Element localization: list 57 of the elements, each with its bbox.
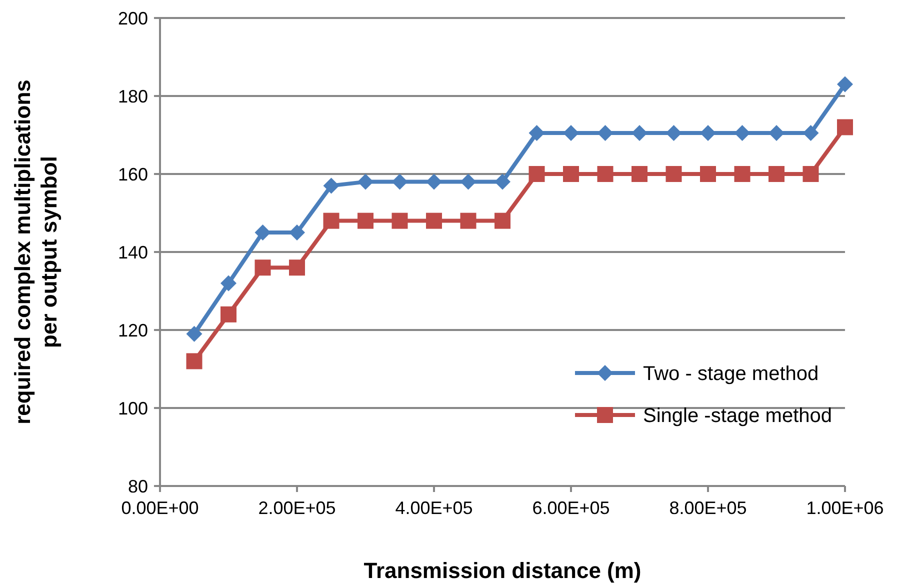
y-tick-label: 200 xyxy=(118,8,148,28)
point xyxy=(220,306,236,322)
x-tick-label: 4.00E+05 xyxy=(395,498,473,518)
point xyxy=(597,125,614,142)
point xyxy=(802,166,819,182)
point xyxy=(563,125,579,142)
y-tick-label: 120 xyxy=(118,320,148,340)
point xyxy=(700,125,716,142)
x-tick-label: 1.00E+06 xyxy=(806,498,884,518)
point xyxy=(426,212,442,229)
point xyxy=(426,174,442,190)
point xyxy=(460,174,476,190)
point xyxy=(563,166,579,182)
point xyxy=(392,174,408,190)
x-tick-label: 8.00E+05 xyxy=(669,498,747,518)
point xyxy=(734,125,750,142)
y-tick-label: 100 xyxy=(118,398,148,418)
point xyxy=(494,174,510,190)
point xyxy=(700,166,716,182)
point xyxy=(666,125,682,142)
point xyxy=(597,166,614,182)
point xyxy=(323,212,340,229)
point xyxy=(632,125,648,142)
point xyxy=(632,166,648,182)
point xyxy=(186,326,202,342)
y-tick-label: 140 xyxy=(118,242,148,262)
point xyxy=(460,212,476,229)
y-tick-label: 80 xyxy=(128,476,148,496)
point xyxy=(768,166,784,182)
point xyxy=(494,212,510,229)
point xyxy=(254,224,271,240)
point xyxy=(768,125,784,142)
point xyxy=(220,275,236,292)
point xyxy=(289,260,305,276)
point xyxy=(837,119,853,136)
point xyxy=(186,353,202,370)
legend-label: Single -stage method xyxy=(643,405,832,427)
point xyxy=(802,125,819,142)
point xyxy=(528,166,545,182)
point xyxy=(392,212,408,229)
y-axis-title: required complex multiplications per output symbol xyxy=(10,80,62,424)
y-tick-label: 160 xyxy=(118,164,148,184)
point xyxy=(358,174,374,190)
legend-label: Two - stage method xyxy=(643,363,819,385)
x-tick-label: 2.00E+05 xyxy=(258,498,336,518)
point xyxy=(837,76,853,92)
x-axis-title: Transmission distance (m) xyxy=(364,558,642,583)
x-tick-label: 6.00E+05 xyxy=(532,498,610,518)
point xyxy=(289,224,305,240)
point xyxy=(734,166,750,182)
point xyxy=(666,166,682,182)
x-tick-label: 0.00E+00 xyxy=(121,498,199,518)
y-tick-label: 180 xyxy=(118,86,148,106)
point xyxy=(254,260,271,276)
point xyxy=(358,212,374,229)
point xyxy=(528,125,545,142)
point xyxy=(323,178,340,194)
